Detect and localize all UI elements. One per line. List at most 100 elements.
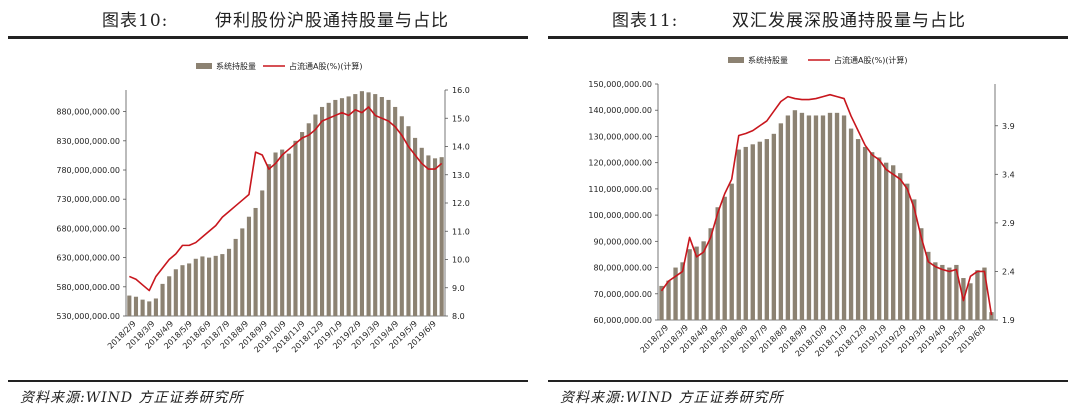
bar [687, 249, 692, 320]
bar [426, 155, 431, 316]
y-left-tick-label: 880,000,000.00 [56, 108, 120, 117]
y-left-tick-label: 100,000,000.00 [588, 211, 652, 220]
bar [673, 267, 678, 320]
bar [193, 258, 198, 316]
figure-title-text: 双汇发展深股通持股量与占比 [732, 11, 966, 31]
line-series [660, 93, 993, 316]
bar [140, 299, 145, 316]
chart-legend: 系统持股量 占流通A股(%)(计算) [196, 61, 363, 71]
bar [982, 267, 987, 320]
bar [246, 216, 252, 316]
bar [666, 280, 671, 320]
bar [806, 115, 812, 320]
figure-title-text: 伊利股份沪股通持股量与占比 [215, 11, 449, 31]
bar [862, 146, 868, 320]
bar [133, 296, 139, 316]
y-left-tick-label: 140,000,000.00 [588, 106, 652, 115]
source-note: 资料来源:WIND 方正证券研究所 [20, 390, 244, 406]
bar [386, 99, 391, 317]
bar [743, 146, 748, 320]
bar [379, 97, 384, 316]
y-right-tick-label: 2.4 [1002, 267, 1015, 276]
y-right-tick-label: 9.0 [452, 284, 465, 293]
bar [820, 115, 826, 320]
bar [722, 196, 727, 320]
y-right-tick-label: 10.0 [452, 256, 470, 265]
bar [975, 270, 980, 320]
line-series [129, 106, 443, 292]
bar [326, 102, 331, 316]
y-left-tick-label: 150,000,000.00 [588, 80, 652, 89]
y-right-tick-label: 8.0 [452, 312, 465, 321]
bar [339, 98, 345, 317]
y-left-tick-label: 110,000,000.00 [588, 185, 652, 194]
shareholding-chart: 系统持股量 占流通A股(%)(计算) 880,000,000.00 830,000,0… [56, 61, 470, 354]
y-left-tick-label: 580,000,000.00 [56, 283, 120, 292]
bar [180, 265, 185, 316]
bar [785, 115, 791, 320]
bar [413, 137, 418, 316]
y-right-tick-label: 13.0 [452, 171, 470, 180]
bar [968, 283, 973, 320]
bar [708, 228, 713, 320]
bar [346, 96, 351, 316]
figure-title: 图表10: 伊利股份沪股通持股量与占比 [0, 6, 540, 31]
legend-bar-label: 系统持股量 [216, 61, 256, 71]
bar [293, 140, 298, 316]
y-right-tick-label: 3.9 [1002, 122, 1015, 131]
bar [226, 248, 232, 316]
bar [869, 152, 875, 320]
bar [273, 152, 278, 316]
bar [419, 147, 424, 316]
bar [280, 149, 285, 316]
bar [715, 207, 720, 320]
bar [439, 157, 444, 316]
bar [701, 241, 706, 320]
bar [905, 183, 910, 320]
bar [813, 115, 819, 320]
bar [127, 295, 132, 316]
bar [187, 263, 192, 316]
bar [729, 183, 734, 320]
bar [167, 276, 172, 316]
bar [694, 246, 699, 320]
bar [891, 165, 896, 320]
bar [834, 112, 840, 320]
y-left-tick-label: 780,000,000.00 [56, 166, 120, 175]
bar [220, 254, 225, 316]
source-note: 资料来源:WIND 方正证券研究所 [560, 390, 784, 406]
bar [353, 94, 358, 316]
title-rule [548, 36, 1068, 39]
bar [764, 139, 769, 320]
bar [659, 285, 664, 320]
bar [300, 132, 305, 316]
source-rule [548, 380, 1068, 382]
bar [919, 228, 924, 320]
y-right-tick-label: 11.0 [452, 227, 470, 236]
y-left-tick-label: 80,000,000.00 [593, 264, 652, 273]
bar [153, 298, 158, 316]
bar [160, 283, 165, 316]
bar [173, 269, 178, 316]
chart-legend: 系统持股量 占流通A股(%)(计算) [728, 55, 908, 65]
y-right-tick-label: 16.0 [452, 86, 470, 95]
bar [240, 228, 245, 316]
y-right-tick-label: 14.0 [452, 143, 470, 152]
bar [366, 92, 371, 316]
legend-line-label: 占流通A股(%)(计算) [834, 55, 908, 65]
y-left-tick-label: 530,000,000.00 [56, 312, 120, 321]
bar [319, 106, 325, 316]
bar [200, 256, 205, 316]
y-right-tick-label: 15.0 [452, 114, 470, 123]
bar-series [659, 110, 994, 320]
source-rule [8, 380, 528, 382]
bar [393, 106, 398, 316]
figure-number: 图表10: [102, 11, 169, 31]
bar [233, 238, 238, 316]
y-left-tick-label: 680,000,000.00 [56, 224, 120, 233]
bar [266, 164, 271, 316]
figure-title: 图表11: 双汇发展深股通持股量与占比 [540, 6, 1080, 31]
bar [260, 190, 265, 316]
bar [333, 99, 338, 317]
bar [989, 312, 994, 320]
